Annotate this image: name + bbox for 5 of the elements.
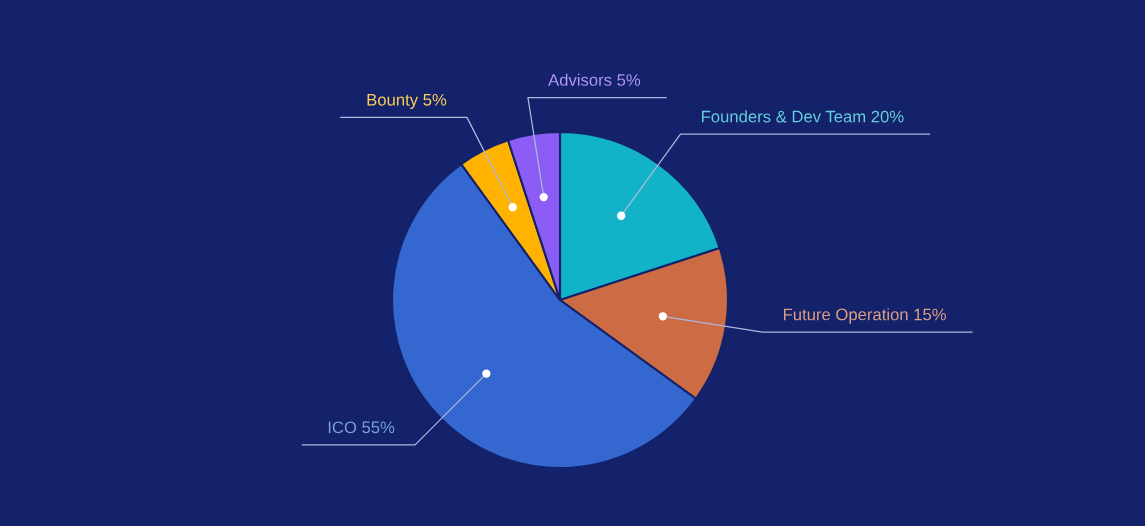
slice-label: Bounty 5% bbox=[367, 93, 447, 109]
slice-label: Advisors 5% bbox=[548, 73, 641, 86]
slice-label: ICO 55% bbox=[328, 421, 395, 434]
slice-label: Founders & Dev Team 20% bbox=[702, 110, 904, 123]
slice-label: Future Operation 15% bbox=[783, 308, 946, 324]
